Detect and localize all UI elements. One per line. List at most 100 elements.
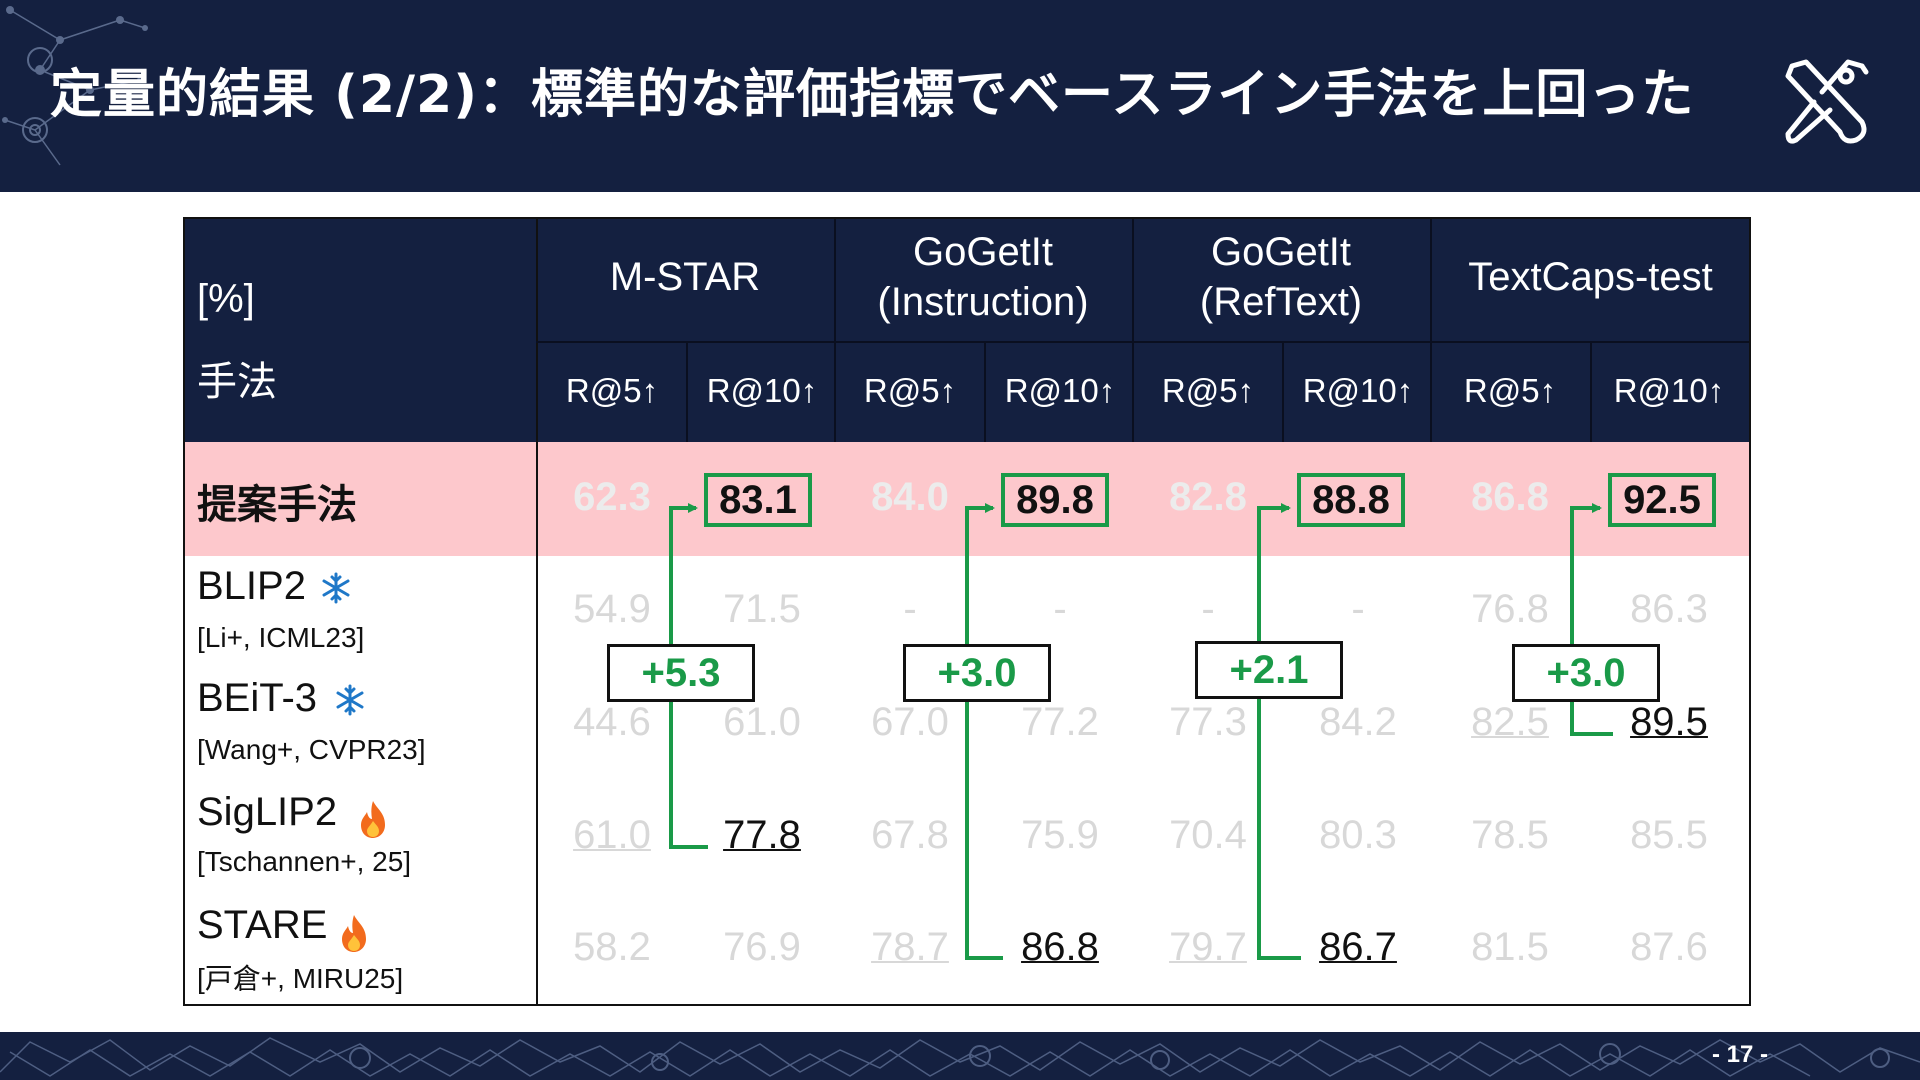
metric-header: R@5↑ bbox=[565, 372, 659, 409]
fire-icon bbox=[361, 801, 385, 838]
method-name: SigLIP2 bbox=[197, 790, 338, 834]
metric-header: R@5↑ bbox=[863, 372, 957, 409]
dataset-header: TextCaps-test bbox=[1430, 252, 1751, 302]
table-cell: 44.6 bbox=[573, 700, 651, 744]
table-cell: 77.2 bbox=[1021, 700, 1099, 744]
gain-badge: +3.0 bbox=[903, 644, 1051, 702]
best-score-box: 89.8 bbox=[1001, 473, 1109, 527]
best-score-box: 83.1 bbox=[704, 473, 812, 527]
divider bbox=[834, 217, 836, 442]
method-reference: [戸倉+, MIRU25] bbox=[197, 963, 404, 994]
table-cell: - bbox=[1201, 587, 1215, 631]
arrow-connector bbox=[965, 503, 1003, 960]
divider bbox=[1132, 217, 1134, 442]
network-decoration bbox=[0, 1037, 1920, 1077]
dataset-name: TextCaps-test bbox=[1468, 255, 1713, 299]
table-cell: 78.7 bbox=[871, 925, 949, 969]
arrow-connector bbox=[1570, 503, 1613, 736]
table-cell: 81.5 bbox=[1471, 925, 1549, 969]
method-reference: [Tschannen+, 25] bbox=[197, 846, 412, 877]
table-cell: 78.5 bbox=[1471, 813, 1549, 857]
page-title: 定量的結果 (2/2)：標準的な評価指標でベースライン手法を上回った bbox=[50, 65, 1695, 125]
page-number: - 17 - bbox=[1711, 1041, 1768, 1068]
snowflake-icon bbox=[336, 684, 364, 716]
divider bbox=[536, 217, 538, 1006]
metric-header: R@5↑ bbox=[1463, 372, 1557, 409]
metric-header: R@10↑ bbox=[706, 372, 818, 409]
table-cell: - bbox=[1053, 587, 1067, 631]
table-border bbox=[183, 217, 1751, 1006]
snowflake-icon bbox=[322, 572, 350, 604]
arrow-connector bbox=[1257, 503, 1301, 960]
slide-footer: - 17 - bbox=[0, 1032, 1920, 1080]
table-cell: 61.0 bbox=[573, 813, 651, 857]
table-cell: 82.8 bbox=[1169, 475, 1247, 519]
gain-badge: +2.1 bbox=[1195, 641, 1343, 699]
metric-header: R@10↑ bbox=[1302, 372, 1414, 409]
dataset-name: GoGetIt bbox=[912, 230, 1054, 274]
method-reference: [Wang+, CVPR23] bbox=[197, 734, 426, 765]
best-baseline-cell: 89.5 bbox=[1630, 700, 1708, 744]
table-cell: 67.0 bbox=[871, 700, 949, 744]
dataset-header: GoGetIt (RefText) bbox=[1132, 227, 1430, 327]
proposed-method-label: 提案手法 bbox=[197, 482, 357, 528]
best-baseline-cell: 77.8 bbox=[723, 813, 801, 857]
method-name: BLIP2 bbox=[197, 564, 306, 608]
unit-label: [%] bbox=[197, 277, 255, 321]
table-cell: 75.9 bbox=[1021, 813, 1099, 857]
divider bbox=[536, 341, 1751, 343]
method-reference: [Li+, ICML23] bbox=[197, 622, 365, 653]
table-cell: 84.0 bbox=[871, 475, 949, 519]
table-cell: 87.6 bbox=[1630, 925, 1708, 969]
metric-header: R@10↑ bbox=[1613, 372, 1725, 409]
table-cell: 77.3 bbox=[1169, 700, 1247, 744]
dataset-header: GoGetIt (Instruction) bbox=[834, 227, 1132, 327]
divider bbox=[1282, 343, 1284, 442]
gain-badge: +5.3 bbox=[607, 644, 755, 702]
table-cell: - bbox=[1351, 587, 1365, 631]
table-cell: 61.0 bbox=[723, 700, 801, 744]
best-baseline-cell: 86.8 bbox=[1021, 925, 1099, 969]
table-cell: 71.5 bbox=[723, 587, 801, 631]
fire-icon bbox=[342, 915, 366, 952]
dataset-name: M-STAR bbox=[609, 255, 761, 299]
slide-header: 定量的結果 (2/2)：標準的な評価指標でベースライン手法を上回った bbox=[0, 0, 1920, 192]
best-score-box: 88.8 bbox=[1297, 473, 1405, 527]
dataset-subname: (Instruction) bbox=[877, 280, 1089, 324]
table-cell: 82.5 bbox=[1471, 700, 1549, 744]
table-cell: 86.3 bbox=[1630, 587, 1708, 631]
divider bbox=[1590, 343, 1592, 442]
metric-header: R@5↑ bbox=[1161, 372, 1255, 409]
dataset-header: M-STAR bbox=[536, 252, 834, 302]
table-cell: 85.5 bbox=[1630, 813, 1708, 857]
dataset-name: GoGetIt bbox=[1210, 230, 1352, 274]
dataset-subname: (RefText) bbox=[1199, 280, 1363, 324]
table-cell: 67.8 bbox=[871, 813, 949, 857]
table-cell: 54.9 bbox=[573, 587, 651, 631]
table-cell: - bbox=[903, 587, 917, 631]
table-cell: 80.3 bbox=[1319, 813, 1397, 857]
crossed-tools-logo-icon bbox=[1785, 59, 1869, 144]
divider bbox=[686, 343, 688, 442]
table-cell: 62.3 bbox=[573, 475, 651, 519]
improvement-arrows bbox=[669, 503, 1613, 960]
method-column-header: 手法 bbox=[197, 360, 277, 404]
divider bbox=[984, 343, 986, 442]
metric-header: R@10↑ bbox=[1004, 372, 1116, 409]
table-cell: 86.8 bbox=[1471, 475, 1549, 519]
table-cell: 79.7 bbox=[1169, 925, 1247, 969]
network-decoration bbox=[2, 6, 148, 166]
table-cell: 58.2 bbox=[573, 925, 651, 969]
results-table: [%] 手法 M-STAR GoGetIt (Instruction) GoGe… bbox=[183, 217, 1751, 1006]
table-cell: 76.8 bbox=[1471, 587, 1549, 631]
table-cell: 70.4 bbox=[1169, 813, 1247, 857]
best-score-box: 92.5 bbox=[1608, 473, 1716, 527]
divider bbox=[1430, 217, 1432, 442]
table-cell: 76.9 bbox=[723, 925, 801, 969]
method-name: STARE bbox=[197, 903, 328, 947]
table-cell: 84.2 bbox=[1319, 700, 1397, 744]
method-name: BEiT-3 bbox=[197, 676, 318, 720]
gain-badge: +3.0 bbox=[1512, 644, 1660, 702]
table-header-background bbox=[183, 217, 1751, 442]
best-baseline-cell: 86.7 bbox=[1319, 925, 1397, 969]
